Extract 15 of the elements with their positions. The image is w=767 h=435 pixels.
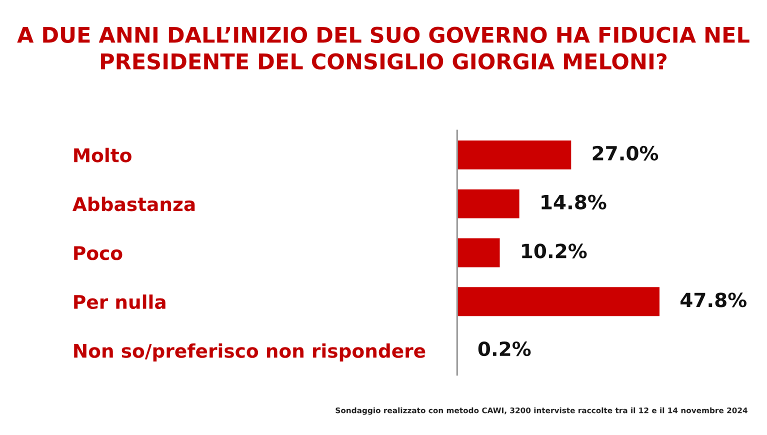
bar (457, 286, 661, 318)
y-tick-label: Per nulla (74, 294, 166, 310)
bar (457, 188, 521, 220)
chart-title: A DUE ANNI DALL’INIZIO DEL SUO GOVERNO HA FIDUCIA NEL PRESIDENTE DEL CONSIGLIO GIORGIA MELONI? (17, 26, 750, 70)
bar (457, 139, 573, 171)
y-tick-label: Abbastanza (72, 196, 195, 212)
y-tick-label: Non so/preferisco non rispondere (74, 343, 426, 362)
bar (457, 236, 502, 269)
data-label: 27.0% (592, 146, 658, 161)
data-label: 47.8% (680, 292, 746, 308)
y-tick-label: Molto (74, 148, 132, 162)
y-tick-label: Poco (74, 246, 122, 260)
data-label: 0.2% (478, 341, 531, 356)
data-label: 10.2% (522, 244, 587, 258)
data-label: 14.8% (542, 194, 606, 210)
